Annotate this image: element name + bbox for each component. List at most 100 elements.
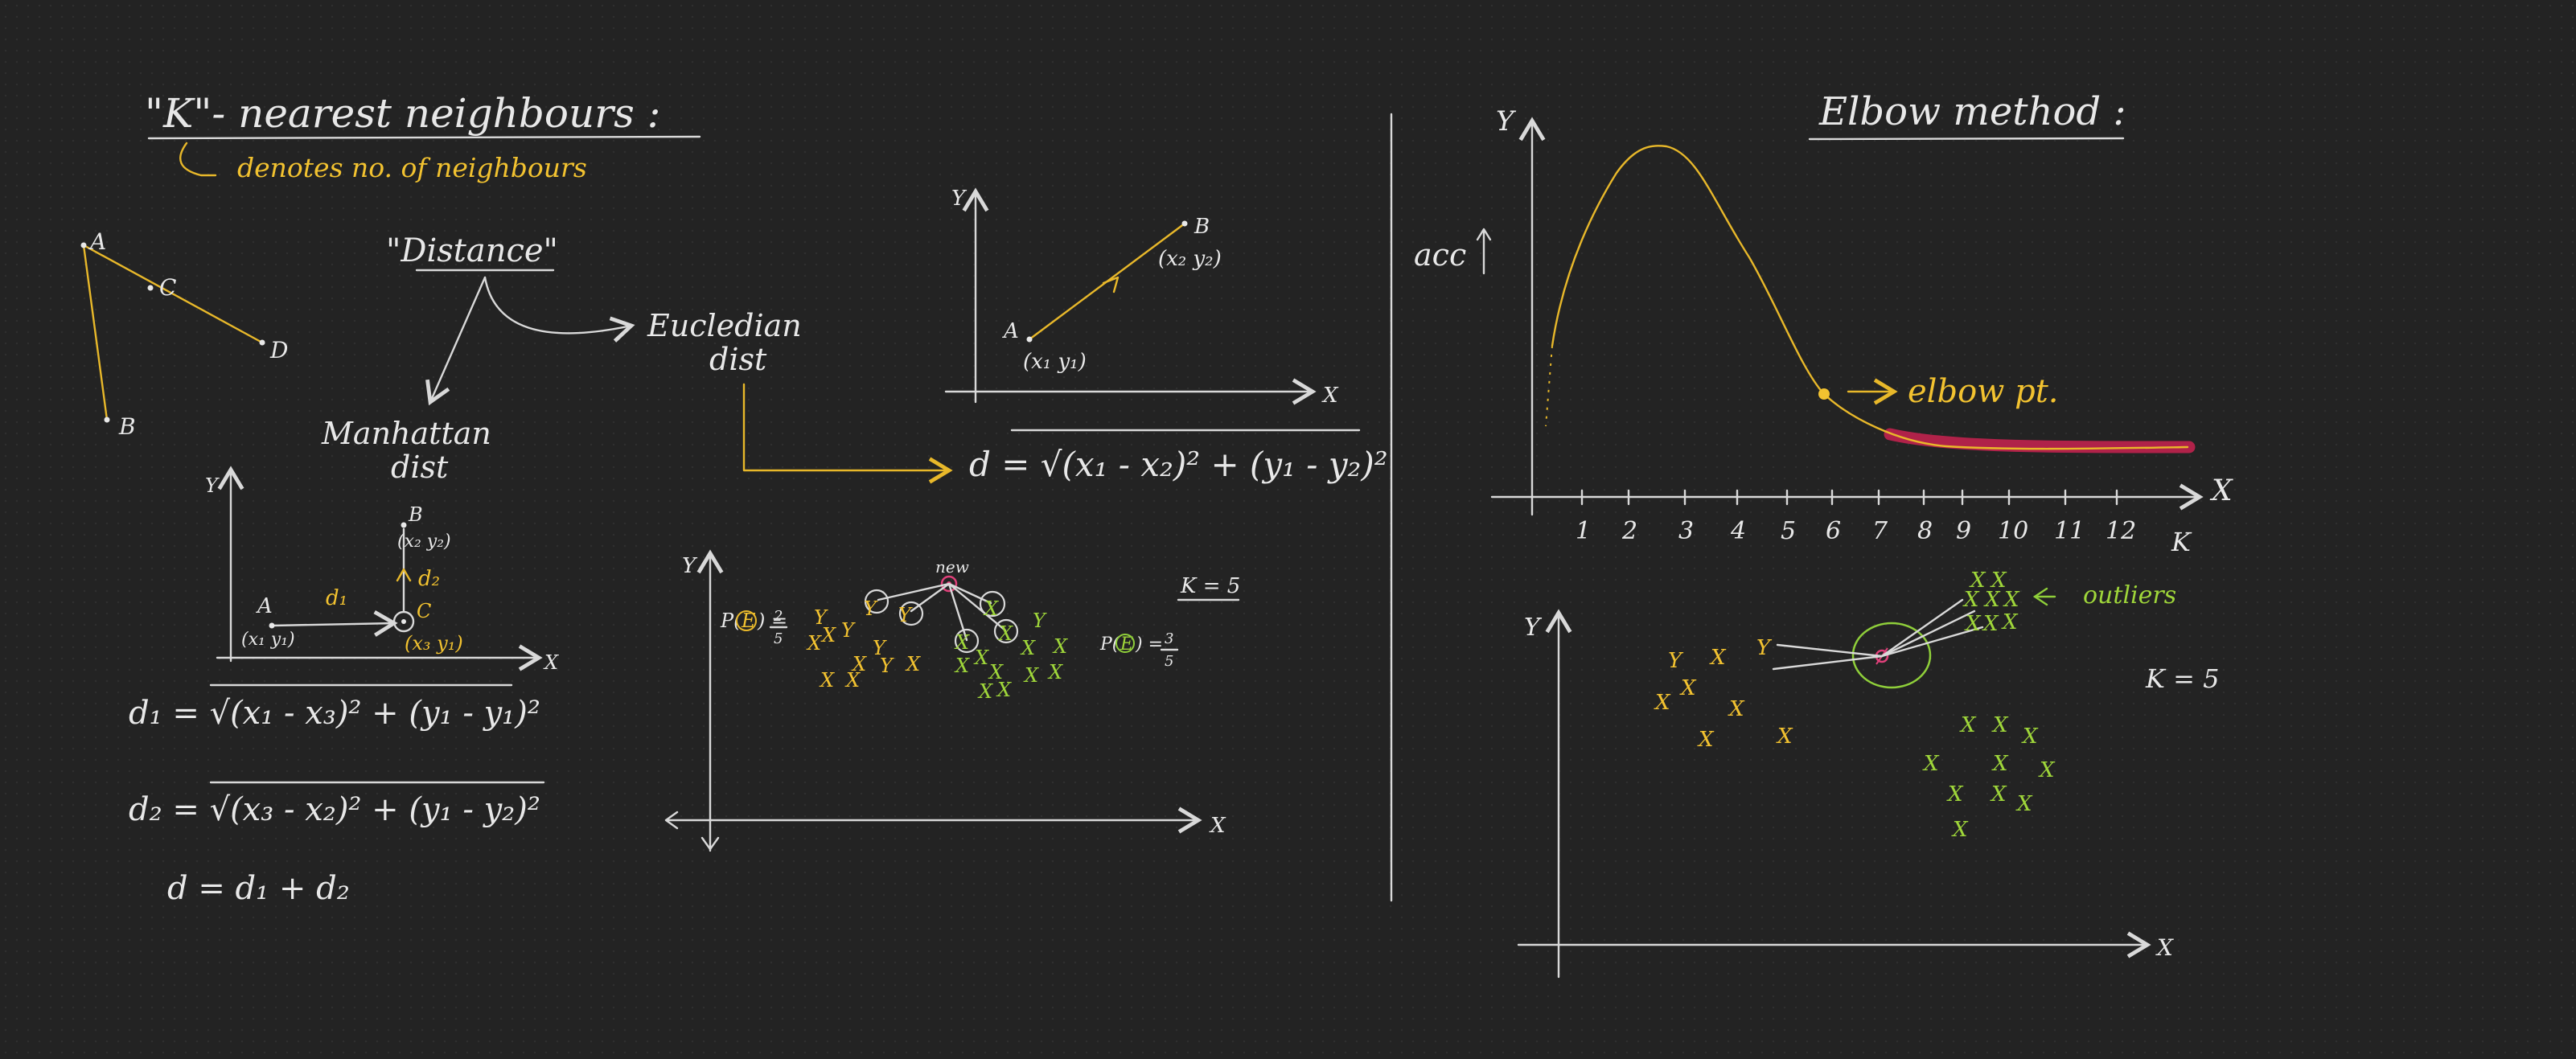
- green-point: X: [1962, 588, 1980, 612]
- green-point: X: [2003, 588, 2020, 612]
- green-point: X: [1991, 752, 2009, 776]
- green-point: X: [2038, 758, 2056, 782]
- outlier-graph: Y X K = 5 Y X YXX XX X X XX X XX X XX X XX X XX X XX ou…: [1517, 568, 2219, 979]
- manhattan-point-b-coords: (x₂ y₂): [397, 532, 451, 552]
- elbow-tick-label: 9: [1956, 517, 1971, 545]
- green-point: X: [1946, 782, 1964, 807]
- elbow-y-label: acc: [1414, 237, 1466, 273]
- yellow-point: Y: [1756, 636, 1773, 660]
- p-green-den: 5: [1165, 653, 1173, 670]
- elbow-y-axis: Y: [1496, 105, 1517, 138]
- euclidean-label-2: dist: [709, 342, 767, 377]
- euclid-connector: [742, 383, 953, 484]
- green-point: X: [1023, 664, 1039, 687]
- knn-title-section: "K"- nearest neighbours : denotes no. of…: [145, 90, 701, 183]
- elbow-point-label: elbow pt.: [1908, 373, 2059, 410]
- elbow-tick-label: 8: [1917, 517, 1933, 545]
- elbow-method-graph: Elbow method : Y acc X K 1 2 3 4 5 6 7 8 9 10 11 12…: [1414, 89, 2233, 557]
- elbow-accuracy-curve: [1551, 145, 2189, 450]
- manhattan-y-axis: Y: [205, 474, 220, 497]
- elbow-x-axis: X: [2209, 474, 2233, 507]
- neighbor-circles: [864, 589, 1019, 654]
- elbow-curve-dotted-start: [1545, 345, 1553, 427]
- yellow-point: Y: [873, 637, 887, 659]
- outlier-k-label: K = 5: [2145, 663, 2219, 694]
- green-point: X: [977, 680, 993, 703]
- elbow-tick-label: 5: [1781, 517, 1796, 545]
- knn-title-underline: [147, 135, 701, 140]
- outlier-x-axis: X: [2155, 934, 2174, 961]
- knn-title: "K"- nearest neighbours :: [145, 90, 660, 137]
- yellow-point: Y: [864, 597, 878, 620]
- classify-new-label: new: [935, 557, 969, 577]
- elbow-tick-label: 1: [1576, 517, 1591, 545]
- yellow-point: X: [1654, 691, 1671, 715]
- yellow-point: Y: [880, 655, 894, 677]
- green-point: X: [1052, 635, 1068, 658]
- manhattan-point-c-coords: (x₃ y₁): [405, 632, 463, 655]
- yellow-point: X: [844, 669, 861, 692]
- manhattan-formula-1: d₁ = √(x₁ - x₃)² + (y₁ - y₁)²: [129, 695, 540, 732]
- elbow-tick-label: 10: [1998, 517, 2028, 545]
- yellow-point: X: [819, 669, 835, 692]
- yellow-point: X: [905, 653, 921, 675]
- elbow-tick-label: 6: [1826, 517, 1841, 545]
- p-green-num: 3: [1165, 630, 1173, 647]
- manhattan-point-a: A: [256, 594, 273, 618]
- manhattan-point-b: B: [408, 503, 423, 526]
- euclid-x-axis: X: [1321, 384, 1339, 408]
- elbow-title: Elbow method :: [1818, 89, 2126, 134]
- classify-k-label: K = 5: [1180, 574, 1240, 598]
- elbow-tick-label: 2: [1621, 517, 1637, 545]
- elbow-x-ticks: 1 2 3 4 5 6 7 8 9 10 11 12: [1576, 489, 2136, 545]
- elbow-point-marker: [1818, 388, 1830, 400]
- outlier-y-axis: Y: [1524, 614, 1543, 642]
- triangle-point-c: C: [159, 274, 176, 301]
- triangle-point-d: D: [269, 337, 288, 363]
- outlier-query-circle: [1851, 622, 1932, 689]
- green-point: X: [983, 597, 999, 620]
- green-point: X: [1922, 752, 1940, 776]
- green-point: X: [1964, 612, 1982, 636]
- knn-subtitle: denotes no. of neighbours: [237, 152, 587, 183]
- green-point: X: [1990, 782, 2007, 807]
- green-point: X: [1969, 568, 1986, 593]
- euclidean-label-1: Eucledian: [647, 308, 802, 343]
- manhattan-label-2: dist: [391, 449, 449, 485]
- green-point: X: [2021, 724, 2039, 749]
- yellow-point: X: [1709, 646, 1727, 670]
- manhattan-point-a-coords: (x₁ y₁): [241, 630, 295, 650]
- elbow-tick-label: 4: [1730, 517, 1746, 545]
- p-yellow-label: P(: [720, 610, 742, 632]
- p-green-e: E: [1120, 634, 1133, 655]
- outlier-yellow-points: Y X YXX XX X: [1654, 636, 1793, 752]
- manhattan-d1: d₁: [326, 586, 347, 610]
- green-point: X: [988, 661, 1004, 683]
- euclid-point-b: B: [1194, 215, 1210, 239]
- green-point: X: [1983, 588, 2001, 612]
- outlier-green-points: X XX X XX X XX X XX X XX X XX: [1922, 568, 2056, 842]
- green-point: X: [1982, 612, 1999, 636]
- green-point: X: [1991, 713, 2009, 737]
- yellow-point: X: [1776, 724, 1793, 749]
- green-point: X: [997, 622, 1013, 645]
- green-point: X: [973, 646, 989, 669]
- p-yellow-e: E: [741, 610, 756, 632]
- elbow-tick-label: 12: [2106, 517, 2136, 545]
- triangle-point-a: A: [88, 228, 106, 255]
- p-green-eq: ) =: [1135, 634, 1163, 655]
- euclid-formula: d = √(x₁ - x₂)² + (y₁ - y₂)²: [969, 445, 1388, 484]
- green-point: X: [1020, 637, 1036, 659]
- yellow-point: X: [806, 632, 822, 655]
- distance-types-tree: "Distance" Eucledian dist Manhattan dist: [321, 232, 953, 485]
- triangle-point-b: B: [118, 413, 136, 440]
- green-point: X: [996, 679, 1012, 701]
- classify-y-axis: Y: [682, 554, 698, 578]
- euclidean-graph: Y X A (x₁ y₁) B (x₂ y₂) d = √(x₁ - x₂)² …: [944, 187, 1388, 484]
- yellow-point: X: [820, 624, 836, 646]
- p-yellow-num: 2: [773, 608, 783, 625]
- knn-subtitle-arrow: [179, 142, 217, 177]
